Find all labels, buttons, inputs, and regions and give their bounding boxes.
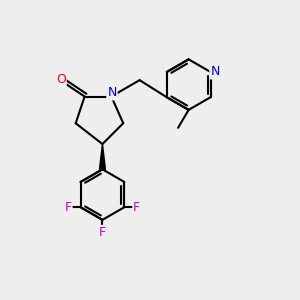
Text: F: F <box>99 226 106 239</box>
Text: F: F <box>64 201 72 214</box>
Text: N: N <box>107 86 117 99</box>
Text: F: F <box>133 201 140 214</box>
Polygon shape <box>100 144 105 169</box>
Text: N: N <box>210 65 220 79</box>
Text: O: O <box>56 73 66 86</box>
